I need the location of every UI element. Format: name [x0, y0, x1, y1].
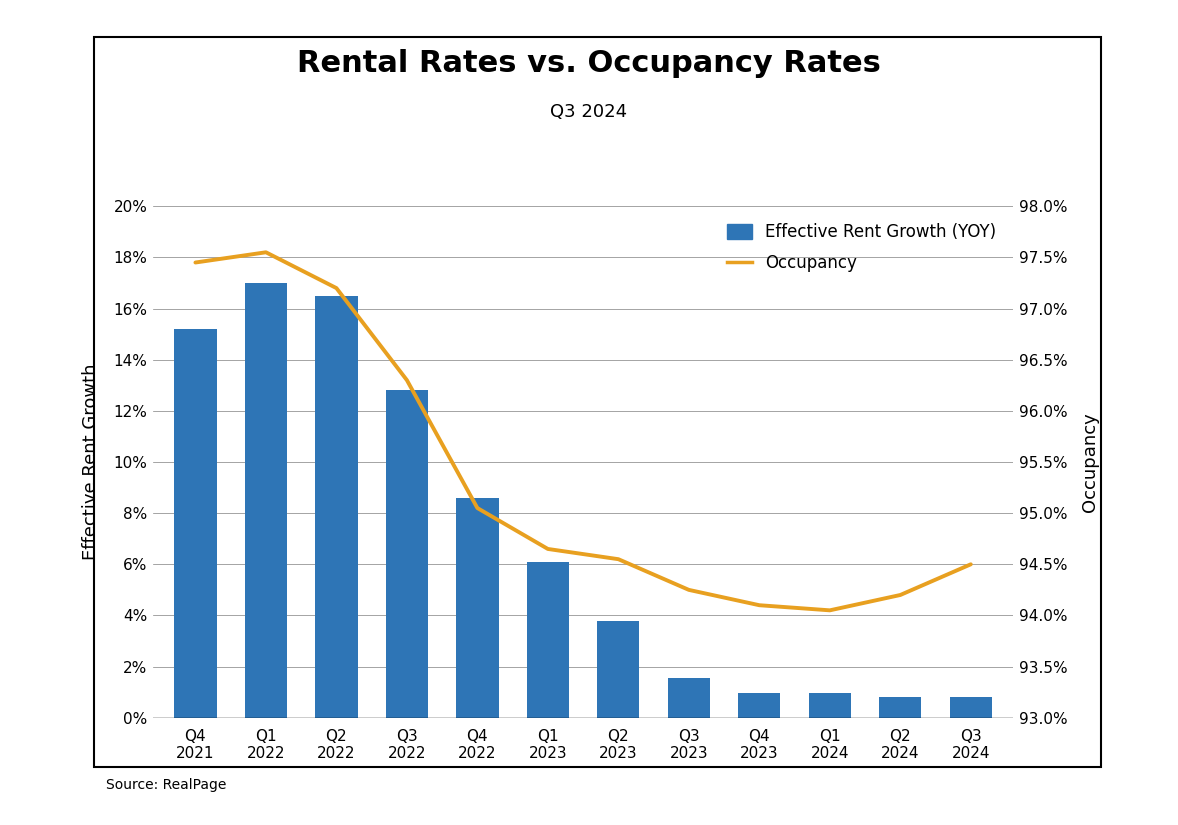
Bar	[739, 694, 781, 718]
Bar	[245, 283, 287, 718]
Bar	[456, 497, 498, 718]
Text: Source: RealPage: Source: RealPage	[106, 778, 226, 792]
Y-axis label: Occupancy: Occupancy	[1081, 412, 1099, 512]
Y-axis label: Effective Rent Growth: Effective Rent Growth	[81, 364, 100, 560]
Text: Rental Rates vs. Occupancy Rates: Rental Rates vs. Occupancy Rates	[297, 50, 881, 78]
Bar	[316, 295, 358, 718]
Bar	[527, 562, 569, 718]
Bar	[385, 390, 428, 718]
Bar	[597, 620, 640, 718]
Legend: Effective Rent Growth (YOY), Occupancy: Effective Rent Growth (YOY), Occupancy	[719, 214, 1005, 280]
Bar	[174, 329, 217, 718]
Text: Q3 2024: Q3 2024	[550, 103, 628, 121]
Bar	[668, 678, 710, 718]
Bar	[879, 697, 921, 718]
Bar	[949, 697, 992, 718]
Bar	[808, 694, 851, 718]
